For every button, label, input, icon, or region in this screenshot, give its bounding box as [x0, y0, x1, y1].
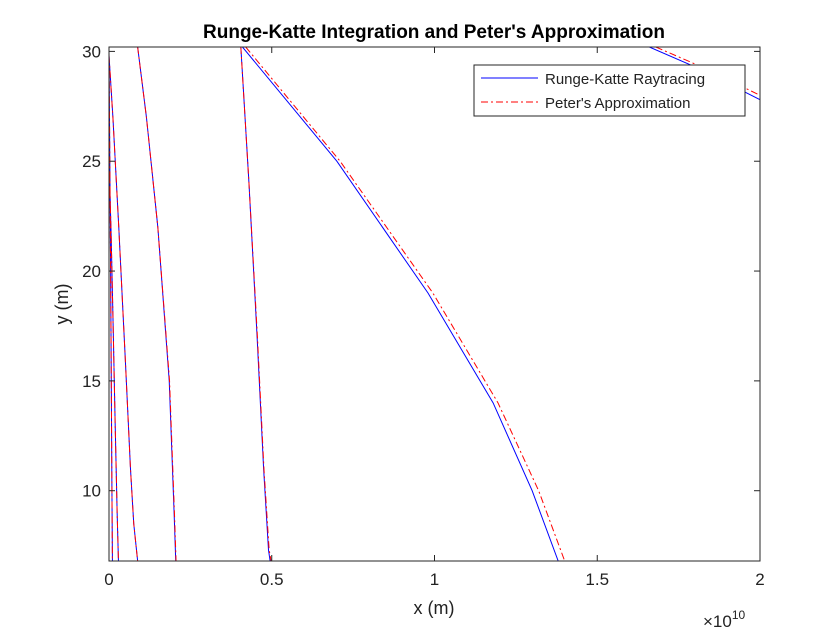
- legend-box: [473, 64, 746, 117]
- peters-ray-5: [240, 47, 272, 561]
- x-exponent-label: ×1010: [703, 608, 746, 630]
- x-exponent-base: ×10: [703, 612, 732, 630]
- y-tick-label: 15: [82, 372, 101, 391]
- y-tick-label: 30: [82, 42, 101, 61]
- peters-ray-6: [245, 47, 566, 561]
- peters-ray-3: [109, 55, 139, 561]
- y-axis-label: y (m): [52, 284, 72, 325]
- peters-ray-4: [137, 47, 177, 561]
- y-tick-label: 20: [82, 262, 101, 281]
- x-tick-label: 1: [430, 570, 439, 589]
- x-tick-label: 0.5: [260, 570, 284, 589]
- runge-katte-ray-2: [109, 161, 119, 561]
- x-tick-label: 1.5: [585, 570, 609, 589]
- x-exponent-power: 10: [732, 608, 746, 622]
- x-tick-label: 0: [104, 570, 113, 589]
- chart-title: Runge-Katte Integration and Peter's Appr…: [203, 22, 665, 43]
- x-axis-label: x (m): [414, 598, 455, 618]
- legend: Runge-Katte Raytracing Peter's Approxima…: [473, 64, 746, 117]
- y-tick-label: 10: [82, 482, 101, 501]
- runge-katte-ray-6: [242, 47, 559, 561]
- x-tick-label: 2: [755, 570, 764, 589]
- y-tick-label: 25: [82, 152, 101, 171]
- legend-label-peters: Peter's Approximation: [545, 95, 690, 112]
- legend-label-runge-katte: Runge-Katte Raytracing: [545, 71, 705, 88]
- tick-layer: 0 0.5 1 1.5 2 10 15 20 25 30: [82, 42, 765, 589]
